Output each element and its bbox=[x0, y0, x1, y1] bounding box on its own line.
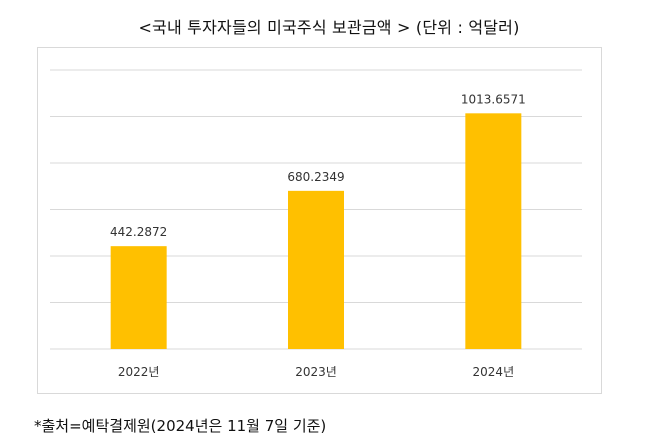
x-tick-label-0: 2022년 bbox=[118, 365, 160, 379]
source-note: *출처=예탁결제원(2024년은 11월 7일 기준) bbox=[34, 417, 327, 435]
chart-title: <국내 투자자들의 미국주식 보관금액 > (단위 : 억달러) bbox=[138, 18, 520, 37]
data-label-1: 680.2349 bbox=[287, 170, 344, 184]
bar-2 bbox=[465, 113, 522, 349]
data-label-2: 1013.6571 bbox=[461, 92, 526, 106]
x-tick-label-1: 2023년 bbox=[295, 365, 337, 379]
bar-1 bbox=[288, 190, 344, 349]
bar-chart: 442.2872 2022년 680.2349 2023년 1013.6571 2024년 bbox=[50, 69, 582, 379]
data-label-0: 442.2872 bbox=[110, 225, 167, 239]
x-tick-label-2: 2024년 bbox=[473, 365, 515, 379]
bar-0 bbox=[110, 246, 167, 349]
